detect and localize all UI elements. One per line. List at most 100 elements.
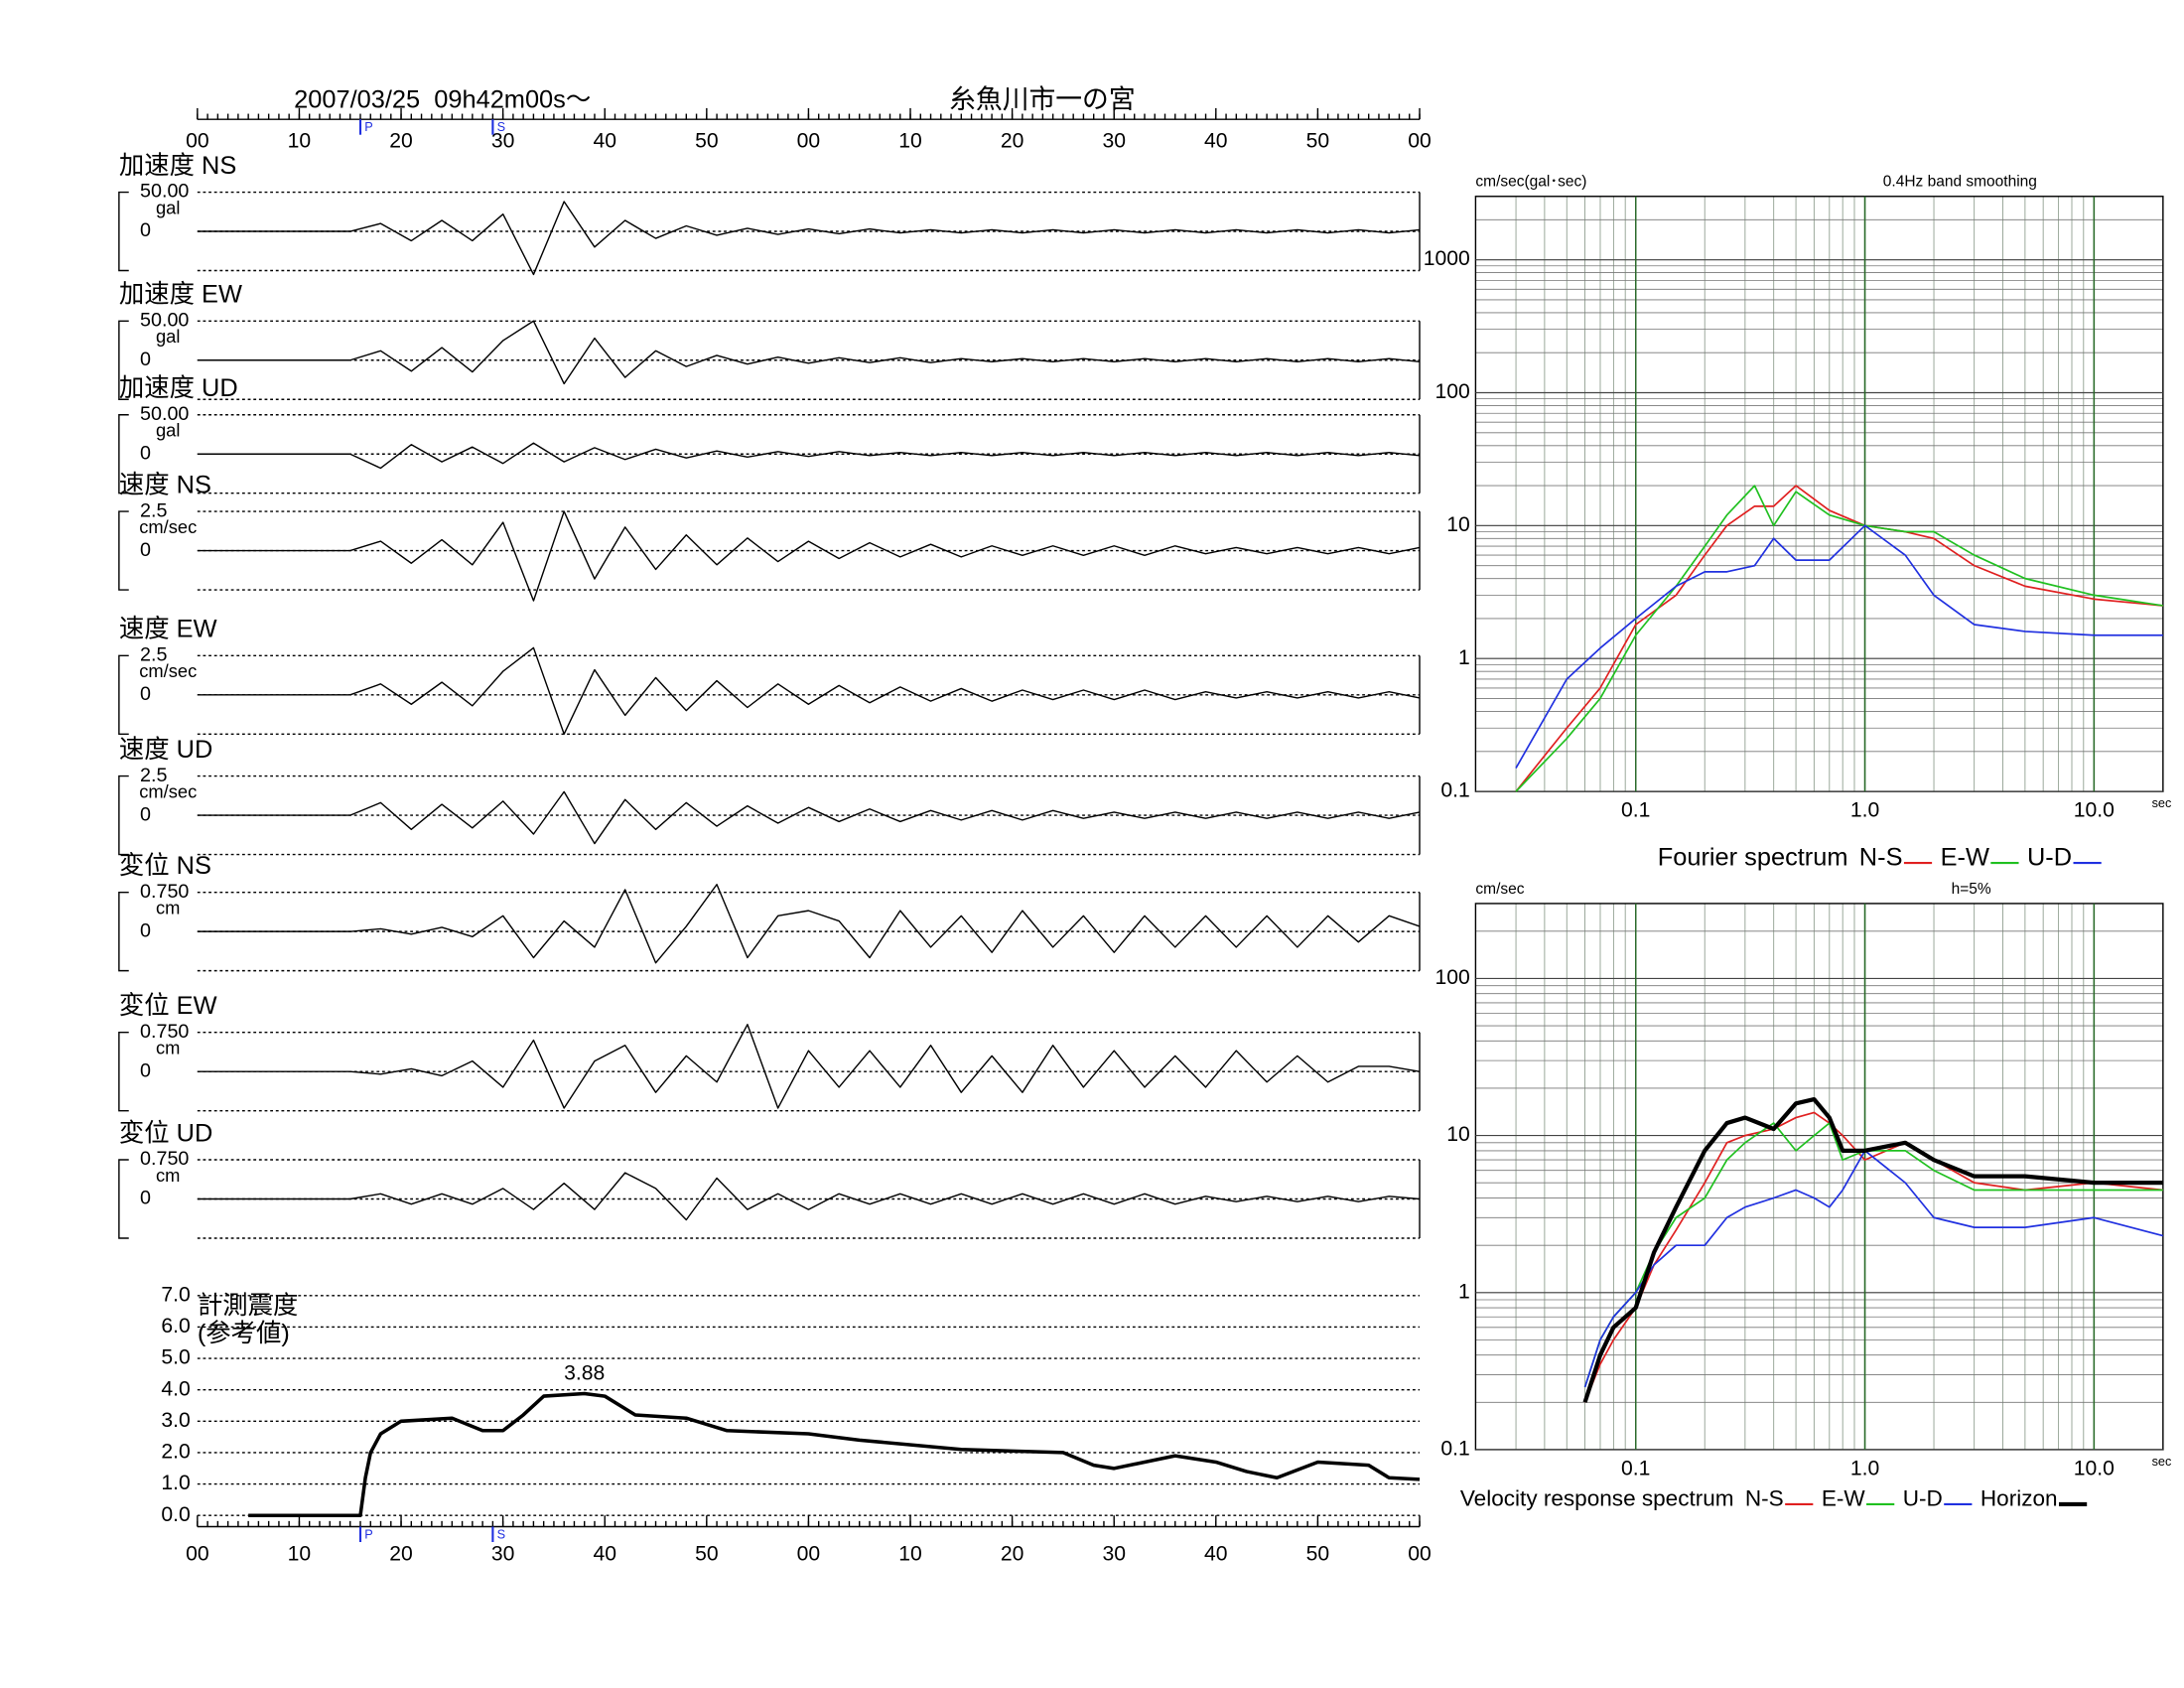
- plot-frame: [1474, 196, 2164, 792]
- x-tick-label: 30: [491, 129, 515, 152]
- x-tick-label: 0.1: [1621, 1457, 1650, 1479]
- legend-label: Horizon: [1980, 1486, 2058, 1511]
- y-tick-label: 0: [140, 1188, 151, 1209]
- note: 0.4Hz band smoothing: [1883, 174, 2037, 191]
- x-tick-label: 10: [288, 129, 312, 152]
- y-tick-label: 100: [1434, 966, 1469, 989]
- panel-label: 速度 EW: [119, 616, 217, 643]
- x-tick-label: 10: [898, 1542, 922, 1565]
- waveform: [197, 201, 1421, 276]
- y-tick-label: 2.0: [161, 1441, 190, 1464]
- y-tick-label: 3.0: [161, 1409, 190, 1432]
- y-tick-label: 2.5: [140, 644, 167, 666]
- spectrum-line: [1583, 1122, 2163, 1388]
- x-tick-label: 20: [389, 129, 413, 152]
- y-tick-label: 0.1: [1440, 779, 1469, 802]
- y-tick-label: 50.00: [140, 181, 189, 203]
- y-tick-label: 0: [140, 1059, 151, 1081]
- intensity-title: (参考値): [198, 1320, 290, 1347]
- y-tick-label: 0: [140, 539, 151, 561]
- intensity-title: 計測震度: [198, 1292, 298, 1320]
- waveform: [197, 884, 1421, 964]
- unit: cm: [156, 1037, 180, 1057]
- x-tick-label: 00: [797, 1542, 821, 1565]
- waveform: [197, 1024, 1421, 1109]
- legend-title: Velocity response spectrum: [1460, 1486, 1734, 1511]
- x-tick-label: 00: [186, 1542, 209, 1565]
- y-tick-label: 1: [1458, 646, 1470, 669]
- y-tick-label: 1000: [1424, 247, 1470, 270]
- x-tick-label: 20: [389, 1542, 413, 1565]
- unit: gal: [156, 197, 180, 217]
- waveform: [197, 510, 1421, 602]
- spectrum-line: [1583, 1150, 2164, 1388]
- phase-label: S: [497, 1527, 505, 1541]
- panel-label: 加速度 NS: [119, 152, 236, 180]
- y-tick-label: 0.750: [140, 881, 189, 903]
- x-tick-label: 0.1: [1621, 798, 1650, 821]
- y-tick-label: 10: [1446, 1123, 1470, 1146]
- y-tick-label: 0.750: [140, 1148, 189, 1170]
- waveform: [197, 1172, 1421, 1221]
- x-tick-label: 00: [797, 129, 821, 152]
- legend-label: U-D: [1903, 1486, 1943, 1511]
- spectrum-line: [1515, 524, 2163, 769]
- x-tick-label: 00: [1408, 129, 1432, 152]
- bracket: [118, 191, 129, 272]
- y-tick-label: 0.750: [140, 1021, 189, 1043]
- panel-label: 変位 UD: [119, 1119, 212, 1147]
- x-tick-label: 40: [1204, 1542, 1228, 1565]
- panel-label: 加速度 EW: [119, 281, 242, 309]
- legend-label: E-W: [1822, 1486, 1866, 1511]
- y-tick-label: 0: [140, 919, 151, 941]
- x-tick-label: 50: [695, 1542, 719, 1565]
- legend-label: E-W: [1941, 844, 1989, 872]
- unit: cm/sec: [139, 516, 197, 537]
- panel-label: 速度 NS: [119, 471, 211, 498]
- x-tick-label: 20: [1001, 129, 1024, 152]
- unit: cm/sec: [139, 660, 197, 681]
- bracket: [118, 774, 129, 856]
- y-tick-label: 0: [140, 219, 151, 241]
- x-tick-label: 50: [1306, 129, 1330, 152]
- legend-label: N-S: [1745, 1486, 1784, 1511]
- y-tick-label: 0: [140, 349, 151, 370]
- phase-label: P: [364, 120, 372, 134]
- unit: gal: [156, 420, 180, 441]
- bracket: [118, 320, 129, 400]
- x-tick-label: 50: [1306, 1542, 1330, 1565]
- unit: cm: [156, 1165, 180, 1186]
- spectrum-line: [1583, 1111, 2163, 1403]
- unit: cm/sec: [139, 780, 197, 801]
- y-tick-label: 2.5: [140, 499, 167, 521]
- spectrum-line: [1515, 485, 2163, 792]
- bracket: [118, 1031, 129, 1112]
- intensity-line: [248, 1391, 1421, 1517]
- y-tick-label: 4.0: [161, 1377, 190, 1400]
- x-tick-label: 40: [1204, 129, 1228, 152]
- spectrum-line: [1582, 1096, 2163, 1403]
- peak-label: 3.88: [564, 1361, 605, 1384]
- y-tick-label: 0.0: [161, 1503, 190, 1526]
- bracket: [118, 891, 129, 972]
- x-tick-label: 10.0: [2074, 798, 2115, 821]
- x-tick-label: 20: [1001, 1542, 1024, 1565]
- legend-title: Fourier spectrum: [1658, 844, 1848, 872]
- waveform: [197, 442, 1421, 470]
- y-tick-label: 1.0: [161, 1472, 190, 1494]
- y-tick-label: 0.1: [1440, 1438, 1469, 1461]
- bracket: [118, 1159, 129, 1239]
- panel-label: 変位 EW: [119, 992, 217, 1020]
- unit: cm: [156, 897, 180, 917]
- x-axis-label: sec: [2152, 1455, 2172, 1469]
- bracket: [118, 654, 129, 735]
- legend-label: U-D: [2027, 844, 2072, 872]
- y-tick-label: 50.00: [140, 403, 189, 425]
- waveform: [197, 790, 1421, 845]
- y-tick-label: 2.5: [140, 765, 167, 786]
- y-tick-label: 10: [1446, 513, 1470, 536]
- waveform: [197, 646, 1421, 735]
- y-tick-label: 0: [140, 683, 151, 705]
- x-tick-label: 50: [695, 129, 719, 152]
